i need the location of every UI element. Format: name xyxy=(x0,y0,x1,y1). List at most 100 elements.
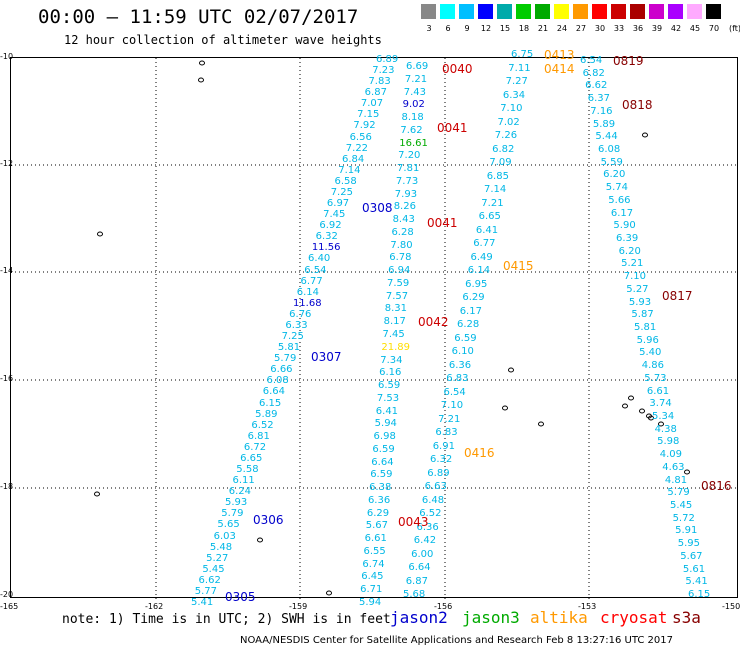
island-outline xyxy=(622,403,628,409)
swh-value: 6.00 xyxy=(411,548,434,560)
swh-value: 5.67 xyxy=(365,520,388,532)
swh-value: 6.89 xyxy=(376,54,399,65)
pass-label: 0042 xyxy=(418,315,449,329)
swh-value: 7.15 xyxy=(357,109,380,121)
swh-value: 7.25 xyxy=(281,331,304,343)
legend-swatch xyxy=(459,4,474,19)
swh-value: 6.84 xyxy=(342,153,365,165)
swh-value: 6.58 xyxy=(334,175,357,187)
island-outline xyxy=(326,590,332,596)
swh-value: 6.59 xyxy=(378,380,401,392)
pass-label: 0041 xyxy=(437,121,468,135)
longitude-tick-label: -150 xyxy=(722,602,740,611)
swh-value: 4.09 xyxy=(659,449,682,461)
swh-value: 5.40 xyxy=(639,347,662,359)
legend-swatch xyxy=(668,4,683,19)
swh-value: 5.67 xyxy=(680,550,703,562)
longitude-tick-label: -153 xyxy=(578,602,597,611)
swh-value: 5.94 xyxy=(359,597,382,608)
legend-label: 24 xyxy=(556,24,568,33)
swh-value: 5.27 xyxy=(206,552,229,564)
swh-value: 5.95 xyxy=(677,538,700,550)
swh-value: 5.79 xyxy=(667,487,690,499)
swh-value: 6.36 xyxy=(416,521,439,533)
swh-value: 6.37 xyxy=(587,93,610,105)
swh-value: 6.69 xyxy=(406,61,429,72)
legend-label: 30 xyxy=(594,24,606,33)
swh-value: 7.25 xyxy=(330,186,353,198)
swh-value: 6.54 xyxy=(580,55,603,66)
swh-value: 6.77 xyxy=(473,238,496,249)
swh-value: 7.20 xyxy=(398,150,421,162)
swh-value: 6.81 xyxy=(247,430,270,442)
pass-label: 0040 xyxy=(442,62,473,76)
legend-label: 27 xyxy=(575,24,587,33)
swh-value: 5.73 xyxy=(644,372,667,384)
legend-swatch xyxy=(516,4,531,19)
swh-value: 7.11 xyxy=(508,62,531,74)
swh-value: 4.86 xyxy=(641,360,664,372)
swh-value: 7.73 xyxy=(395,175,419,187)
longitude-tick-label: -162 xyxy=(145,602,164,611)
swh-value: 6.59 xyxy=(372,443,395,455)
longitude-tick-label: -156 xyxy=(434,602,453,611)
pass-label: 0307 xyxy=(311,350,342,364)
swh-value: 6.10 xyxy=(451,346,474,357)
swh-value: 6.66 xyxy=(270,364,293,376)
swh-value: 5.93 xyxy=(224,497,248,509)
swh-value: 5.45 xyxy=(202,563,225,575)
swh-value: 7.53 xyxy=(376,392,400,404)
swh-value: 6.17 xyxy=(459,305,482,317)
swh-value: 6.08 xyxy=(266,375,289,387)
legend-swatch xyxy=(611,4,626,19)
swh-value: 5.41 xyxy=(685,576,708,588)
legend-swatch xyxy=(649,4,664,19)
swh-value: 6.17 xyxy=(610,207,634,219)
swh-value: 7.22 xyxy=(345,142,369,154)
swh-value: 6.54 xyxy=(304,264,327,276)
latitude-tick-label: -14 xyxy=(0,266,14,275)
swh-value: 6.62 xyxy=(198,574,221,586)
swh-value: 7.45 xyxy=(382,329,405,340)
legend-swatch xyxy=(554,4,569,19)
swh-value: 5.91 xyxy=(675,525,698,537)
latitude-tick-label: -10 xyxy=(0,52,14,61)
swh-value: 5.59 xyxy=(600,156,623,168)
swh-value: 6.56 xyxy=(349,131,372,143)
map-grid xyxy=(11,58,739,599)
swh-value: 6.15 xyxy=(688,589,711,600)
swh-value: 5.41 xyxy=(191,597,214,608)
swh-value: 6.11 xyxy=(232,475,255,487)
legend-swatch xyxy=(421,4,436,19)
island-outline xyxy=(508,367,514,373)
swh-value: 6.72 xyxy=(243,441,267,453)
swh-value: 6.65 xyxy=(478,211,501,222)
swh-value: 6.91 xyxy=(432,440,455,452)
legend-swatch xyxy=(630,4,645,19)
swh-value: 7.10 xyxy=(623,271,646,283)
swh-value: 6.45 xyxy=(361,571,384,583)
legend-label: 70 xyxy=(708,24,720,33)
swh-value: 6.08 xyxy=(598,144,621,155)
legend-label: 18 xyxy=(518,24,530,33)
swh-value: 21.89 xyxy=(381,341,411,353)
pass-label: 0816 xyxy=(701,479,732,493)
swh-value: 8.18 xyxy=(401,112,424,124)
legend-swatch xyxy=(478,4,493,19)
legend-label: 9 xyxy=(464,24,470,33)
satellite-name-jason2: jason2 xyxy=(390,608,448,627)
legend-label: 6 xyxy=(445,24,451,33)
swh-value: 6.62 xyxy=(585,80,608,92)
pass-label: 0041 xyxy=(427,216,458,230)
swh-value: 6.83 xyxy=(446,373,469,384)
swh-value: 7.93 xyxy=(394,188,418,200)
swh-value: 6.03 xyxy=(213,530,236,542)
swh-value: 5.58 xyxy=(236,464,259,476)
pass-label: 0818 xyxy=(622,98,653,112)
swh-value: 6.20 xyxy=(618,245,641,257)
swh-value: 7.21 xyxy=(404,73,428,85)
swh-value: 6.87 xyxy=(364,87,387,99)
island-outline xyxy=(199,60,205,66)
swh-value: 5.96 xyxy=(636,334,659,346)
swh-value: 5.79 xyxy=(274,353,297,365)
